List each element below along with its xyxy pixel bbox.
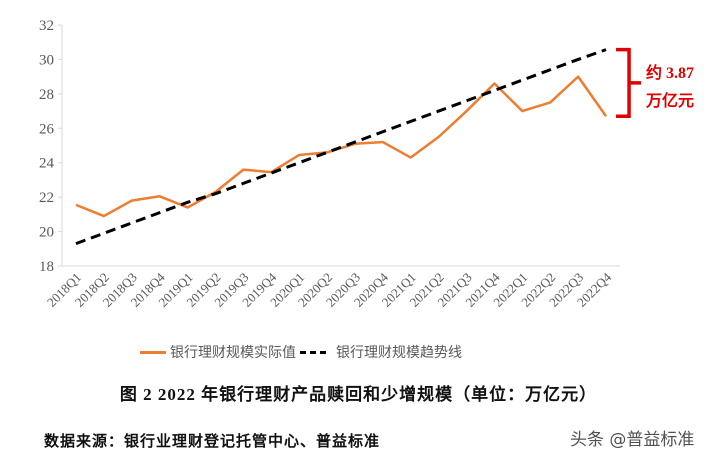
data-source: 数据来源：银行业理财登记托管中心、普益标准 [44, 434, 381, 450]
y-tick-label: 32 [39, 18, 54, 34]
y-tick-label: 22 [39, 190, 54, 206]
watermark: 头条 @普益标准 [570, 430, 695, 450]
y-tick-label: 28 [39, 87, 54, 103]
y-tick-label: 24 [39, 156, 55, 172]
gap-annotation: 约 3.87 万亿元 [646, 60, 694, 116]
y-tick-label: 30 [39, 52, 54, 68]
annotation-line1: 约 3.87 [646, 65, 695, 82]
y-tick-label: 20 [39, 225, 54, 241]
series-line-actual [75, 75, 608, 218]
annotation-line2: 万亿元 [646, 93, 695, 110]
gap-bracket [616, 47, 642, 118]
y-tick-label: 26 [39, 121, 55, 137]
legend: 银行理财规模实际值 银行理财规模趋势线 [140, 342, 462, 362]
figure-caption: 图 2 2022 年银行理财产品赎回和少增规模（单位：万亿元） [119, 385, 598, 404]
legend-swatch-trend [300, 350, 326, 354]
y-tick-label: 18 [39, 259, 54, 275]
legend-label-actual: 银行理财规模实际值 [170, 345, 296, 361]
line-chart: 18202224262830322018Q12018Q22018Q32018Q4… [39, 18, 642, 310]
legend-label-trend: 银行理财规模趋势线 [336, 345, 462, 361]
legend-swatch-actual [140, 350, 166, 354]
series-line-trend [75, 48, 607, 246]
